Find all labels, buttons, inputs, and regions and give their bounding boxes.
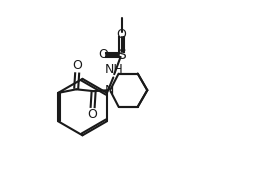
Text: NH: NH	[105, 63, 124, 76]
Text: O: O	[88, 108, 97, 121]
Text: O: O	[72, 59, 82, 72]
Text: N: N	[104, 84, 114, 97]
Text: S: S	[117, 48, 126, 62]
Text: O: O	[117, 28, 127, 41]
Text: O: O	[98, 48, 108, 61]
